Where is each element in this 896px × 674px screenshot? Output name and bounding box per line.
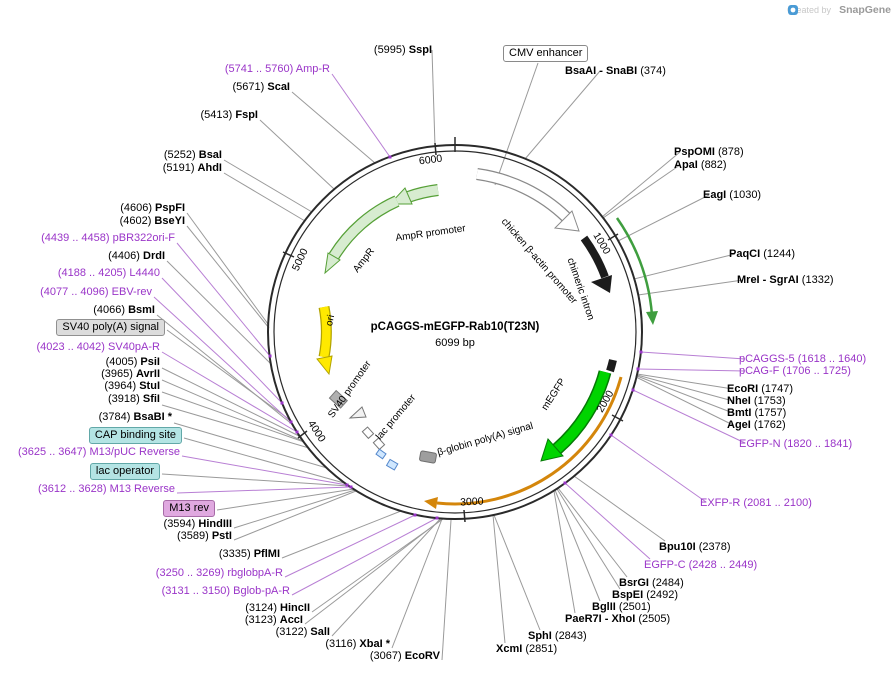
- feature-label-cap-binding-site[interactable]: CAP binding site: [88, 427, 182, 444]
- site-pspfi[interactable]: (4606) PspFI: [120, 202, 185, 214]
- feature-label-sv40-polya-signal[interactable]: SV40 poly(A) signal: [56, 319, 165, 336]
- primer-m13-reverse[interactable]: (3612 .. 3628) M13 Reverse: [38, 483, 175, 495]
- primer-pcag-f[interactable]: pCAG-F (1706 .. 1725): [739, 365, 851, 377]
- feature-chicken-beta-actin-promoter-arrow[interactable]: [476, 168, 580, 232]
- feature-label-lac-promoter[interactable]: lac promoter: [374, 392, 419, 442]
- site-bseyi[interactable]: (4602) BseYI: [119, 215, 185, 227]
- primer-pcaggs-5[interactable]: pCAGGS-5 (1618 .. 1640): [739, 353, 867, 365]
- tick-3000: 3000: [460, 495, 484, 508]
- site-fspi[interactable]: (5413) FspI: [200, 109, 258, 121]
- plasmid-size: 6099 bp: [435, 337, 475, 349]
- feature-label-lac-operator[interactable]: lac operator: [89, 463, 160, 480]
- site-eagi[interactable]: EagI (1030): [703, 189, 762, 201]
- site-psii[interactable]: (4005) PsiI: [105, 356, 160, 368]
- site-drdi[interactable]: (4406) DrdI: [108, 250, 165, 262]
- site-psti[interactable]: (3589) PstI: [176, 530, 232, 542]
- primer-m13-puc-reverse[interactable]: (3625 .. 3647) M13/pUC Reverse: [17, 446, 180, 458]
- snapgene-watermark: Created by SnapGene: [787, 4, 891, 16]
- feature-label-m13-rev[interactable]: M13 rev: [163, 500, 215, 517]
- created-by-text: Created by: [787, 5, 832, 15]
- site-nhei[interactable]: NheI (1753): [727, 395, 786, 407]
- feature-misc-boxes: [375, 448, 437, 471]
- leader-lines-gray: [156, 49, 744, 661]
- site-sphi[interactable]: SphI (2843): [528, 630, 587, 642]
- feature-label-cmv-enhancer[interactable]: CMV enhancer: [503, 45, 589, 62]
- site-ecori[interactable]: EcoRI (1747): [727, 383, 794, 395]
- plasmid-backbone: [267, 137, 643, 523]
- site-hindiii[interactable]: (3594) HindIII: [163, 518, 232, 530]
- site-paer7i-xhoi[interactable]: PaeR7I - XhoI (2505): [565, 613, 671, 625]
- primer-egfp-c[interactable]: EGFP-C (2428 .. 2449): [644, 559, 758, 571]
- site-stui[interactable]: (3964) StuI: [104, 380, 160, 392]
- feature-chimeric-intron-arc[interactable]: [580, 235, 617, 373]
- site-bsai[interactable]: (5252) BsaI: [163, 149, 222, 161]
- feature-label-bglobin-polya[interactable]: β-globin poly(A) signal: [436, 421, 534, 459]
- site-acci[interactable]: (3123) AccI: [244, 614, 303, 626]
- site-pflmi[interactable]: (3335) PflMI: [218, 548, 280, 560]
- primer-exfp-r[interactable]: EXFP-R (2081 .. 2100): [700, 497, 812, 509]
- primer-amp-r[interactable]: (5741 .. 5760) Amp-R: [224, 63, 330, 75]
- site-paqci[interactable]: PaqCI (1244): [729, 248, 796, 260]
- primer-bglob-pa-r[interactable]: (3131 .. 3150) Bglob-pA-R: [161, 585, 290, 597]
- feature-ori-arrow[interactable]: [316, 305, 333, 376]
- site-agei[interactable]: AgeI (1762): [727, 419, 786, 431]
- site-xbai[interactable]: (3116) XbaI *: [325, 638, 390, 650]
- site-bsabi[interactable]: (3784) BsaBI *: [98, 411, 172, 423]
- site-scai[interactable]: (5671) ScaI: [232, 81, 291, 93]
- site-sspi[interactable]: (5995) SspI: [373, 44, 432, 56]
- feature-label-megfp[interactable]: mEGFP: [540, 376, 569, 412]
- site-sali[interactable]: (3122) SalI: [275, 626, 330, 638]
- feature-label-sv40-promoter[interactable]: SV40 promoter: [326, 358, 374, 420]
- feature-ampr-arrow[interactable]: [324, 195, 400, 275]
- feature-label-ampr[interactable]: AmpR: [351, 246, 377, 275]
- feature-orange-arc[interactable]: [424, 376, 623, 509]
- site-pspomi[interactable]: PspOMI (878): [674, 146, 744, 158]
- plasmid-title: pCAGGS-mEGFP-Rab10(T23N): [371, 321, 540, 333]
- primer-ebv-rev[interactable]: (4077 .. 4096) EBV-rev: [40, 286, 152, 298]
- site-bsmi[interactable]: (4066) BsmI: [93, 304, 155, 316]
- primer-pbr322ori-f[interactable]: (4439 .. 4458) pBR322ori-F: [41, 232, 175, 244]
- tick-4000: 4000: [305, 418, 328, 444]
- site-bspei[interactable]: BspEI (2492): [612, 589, 679, 601]
- feature-outer-green-arc[interactable]: [615, 217, 658, 325]
- feature-megfp-arrow[interactable]: [540, 370, 612, 462]
- leader-lines-primers: [153, 73, 746, 596]
- site-bsaai-snabi[interactable]: BsaAI - SnaBI (374): [565, 65, 666, 77]
- site-sfii[interactable]: (3918) SfiI: [108, 393, 160, 405]
- feature-label-ampr-promoter[interactable]: AmpR promoter: [395, 223, 467, 244]
- site-bpu10i[interactable]: Bpu10I (2378): [659, 541, 731, 553]
- site-mrei-sgrai[interactable]: MreI - SgrAI (1332): [737, 274, 834, 286]
- snapgene-brand-text: SnapGene: [839, 4, 891, 16]
- site-ecorv[interactable]: (3067) EcoRV: [369, 650, 440, 662]
- primer-l4440[interactable]: (4188 .. 4205) L4440: [57, 267, 160, 279]
- site-bglii[interactable]: BglII (2501): [592, 601, 651, 613]
- primer-egfp-n[interactable]: EGFP-N (1820 .. 1841): [739, 438, 853, 450]
- site-xcmi[interactable]: XcmI (2851): [496, 643, 558, 655]
- feature-sv40-promoter-shape[interactable]: [328, 389, 367, 419]
- site-bmti[interactable]: BmtI (1757): [727, 407, 787, 419]
- site-ahdi[interactable]: (5191) AhdI: [162, 162, 222, 174]
- site-hincii[interactable]: (3124) HincII: [245, 602, 310, 614]
- feature-lac-promoter-shape[interactable]: [361, 426, 386, 451]
- primer-sv40pa-r[interactable]: (4023 .. 4042) SV40pA-R: [36, 341, 160, 353]
- primer-ring-marks: [268, 155, 643, 520]
- site-apai[interactable]: ApaI (882): [674, 159, 727, 171]
- tick-6000: 6000: [418, 153, 443, 168]
- feature-label-ori[interactable]: ori: [324, 314, 337, 327]
- site-avrii[interactable]: (3965) AvrII: [101, 368, 160, 380]
- site-bsrgi[interactable]: BsrGI (2484): [619, 577, 684, 589]
- primer-rbglobpa-r[interactable]: (3250 .. 3269) rbglobpA-R: [155, 567, 283, 579]
